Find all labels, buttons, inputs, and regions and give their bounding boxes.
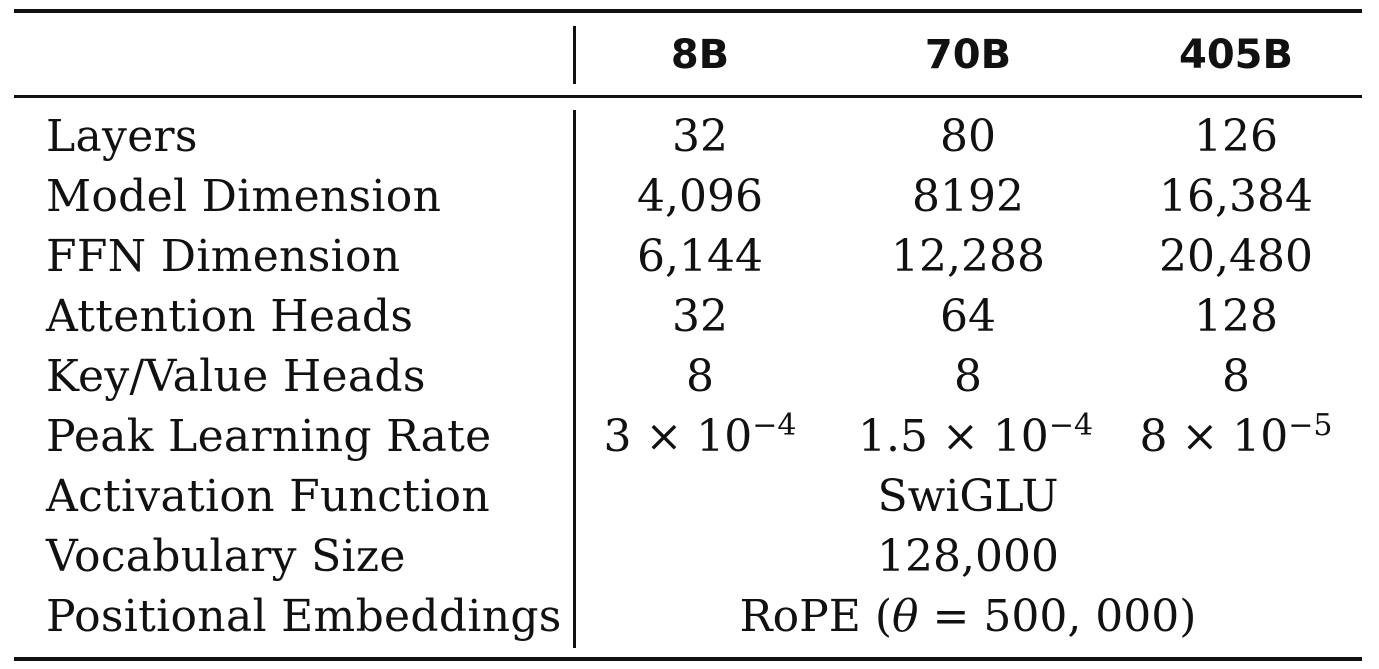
cell-spanning: RoPE (θ = 500, 000) [590,587,1346,647]
cell-8b: 4,096 [637,171,763,222]
rate-mantissa: 3 × 10 [603,411,753,462]
rate-exponent: −4 [752,408,797,443]
row-label: FFN Dimension [46,231,401,282]
cell-8b: 8 [686,351,714,402]
table-bottom-rule [14,657,1362,661]
column-header-8b: 8B [670,32,730,78]
cell-8b: 3 × 10−4 [590,407,810,467]
cell-405b: 20,480 [1159,231,1313,282]
table-row-positional-embeddings: Positional Embeddings RoPE (θ = 500, 000… [0,587,1379,647]
rate-mantissa: 1.5 × 10 [858,411,1049,462]
table-row-vocabulary-size: Vocabulary Size 128,000 [0,527,1379,587]
cell-70b: 8192 [912,171,1024,222]
cell-405b: 8 [1222,351,1250,402]
cell-spanning: 128,000 [877,531,1059,582]
theta-symbol: θ [892,591,919,642]
row-label: Key/Value Heads [46,351,426,402]
row-label: Layers [46,111,198,162]
table-top-rule [14,9,1362,13]
cell-405b: 126 [1194,111,1278,162]
cell-405b: 8 × 10−5 [1126,407,1346,467]
cell-8b: 6,144 [637,231,763,282]
row-label: Vocabulary Size [46,531,406,582]
cell-70b: 64 [940,291,996,342]
row-label: Positional Embeddings [46,591,562,642]
table-header-rule [14,95,1362,98]
rope-suffix: = 500, 000) [918,591,1197,642]
table-row-layers: Layers 32 80 126 [0,107,1379,167]
header-column-divider [573,26,576,84]
cell-70b: 8 [954,351,982,402]
rate-exponent: −4 [1048,408,1094,443]
row-label: Activation Function [46,471,490,522]
column-header-70b: 70B [924,32,1012,78]
cell-70b: 80 [940,111,996,162]
cell-70b: 1.5 × 10−4 [858,407,1093,467]
rate-mantissa: 8 × 10 [1139,411,1289,462]
body-column-divider [573,110,576,648]
cell-8b: 32 [672,111,728,162]
table-row-model-dimension: Model Dimension 4,096 8192 16,384 [0,167,1379,227]
table-row-ffn-dimension: FFN Dimension 6,144 12,288 20,480 [0,227,1379,287]
table-row-activation-function: Activation Function SwiGLU [0,467,1379,527]
cell-8b: 32 [672,291,728,342]
rope-prefix: RoPE ( [739,591,893,642]
table-row-key-value-heads: Key/Value Heads 8 8 8 [0,347,1379,407]
table-row-peak-learning-rate: Peak Learning Rate 3 × 10−4 1.5 × 10−4 8… [0,407,1379,467]
row-label: Peak Learning Rate [46,411,492,462]
row-label: Model Dimension [46,171,442,222]
cell-405b: 128 [1194,291,1278,342]
row-label: Attention Heads [46,291,414,342]
cell-spanning: SwiGLU [877,471,1059,522]
table-row-attention-heads: Attention Heads 32 64 128 [0,287,1379,347]
cell-405b: 16,384 [1159,171,1313,222]
rate-exponent: −5 [1288,408,1333,443]
cell-70b: 12,288 [891,231,1045,282]
column-header-405b: 405B [1179,32,1293,78]
